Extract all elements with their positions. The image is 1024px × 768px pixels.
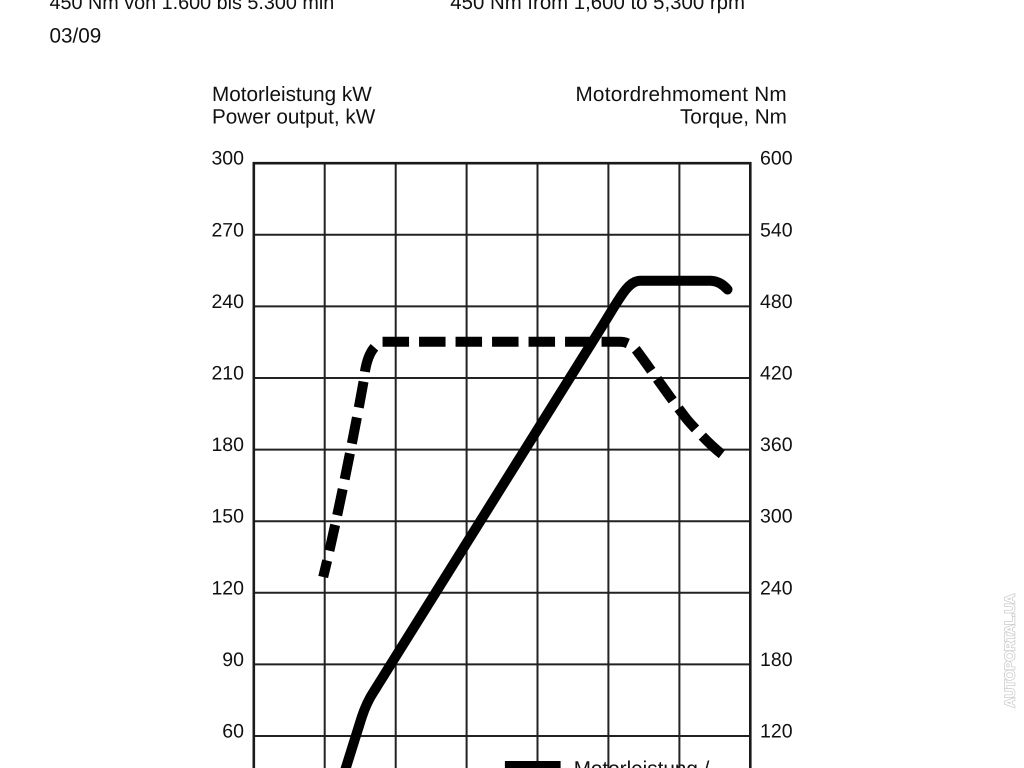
svg-text:450 Nm from 1,600 to 5,300 rpm: 450 Nm from 1,600 to 5,300 rpm: [450, 0, 745, 14]
svg-text:240: 240: [211, 291, 244, 313]
svg-text:Torque, Nm: Torque, Nm: [680, 106, 787, 129]
svg-text:120: 120: [760, 721, 793, 743]
svg-text:180: 180: [211, 434, 244, 456]
svg-text:360: 360: [760, 434, 793, 456]
svg-text:180: 180: [760, 649, 793, 671]
svg-text:120: 120: [211, 577, 244, 599]
svg-text:Power output, kW: Power output, kW: [212, 106, 376, 129]
svg-text:540: 540: [760, 219, 793, 241]
svg-text:Motorleistung kW: Motorleistung kW: [212, 83, 372, 106]
svg-text:300: 300: [211, 148, 244, 170]
svg-text:450 Nm von 1.600 bis 5.300 min: 450 Nm von 1.600 bis 5.300 min: [50, 0, 335, 14]
svg-text:60: 60: [222, 721, 244, 743]
svg-text:AUTOPORTAL.UA: AUTOPORTAL.UA: [1002, 594, 1018, 708]
svg-text:210: 210: [211, 363, 244, 385]
svg-text:240: 240: [760, 577, 793, 599]
svg-text:270: 270: [211, 219, 244, 241]
svg-text:03/09: 03/09: [50, 24, 102, 47]
svg-text:90: 90: [222, 649, 244, 671]
svg-text:Motordrehmoment Nm: Motordrehmoment Nm: [575, 83, 786, 106]
svg-text:150: 150: [211, 506, 244, 528]
svg-text:420: 420: [760, 363, 793, 385]
svg-text:300: 300: [760, 506, 793, 528]
svg-text:480: 480: [760, 291, 793, 313]
svg-text:600: 600: [760, 148, 793, 170]
svg-text:Motorleistung /: Motorleistung /: [574, 757, 710, 768]
